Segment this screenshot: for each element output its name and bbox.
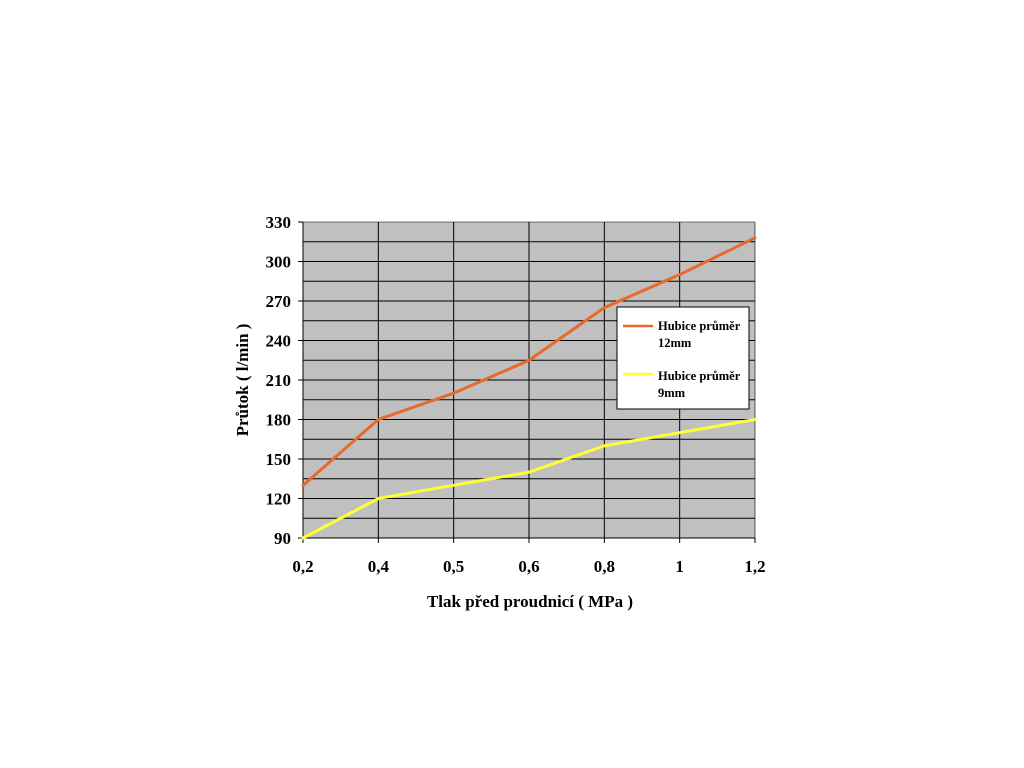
legend-label-12mm-line1: Hubice průměr — [658, 319, 741, 333]
series-line-1 — [301, 418, 757, 540]
axes — [298, 221, 756, 543]
y-tick-label: 270 — [266, 292, 292, 311]
x-tick-label: 1 — [675, 557, 684, 576]
y-tick-label: 240 — [266, 332, 292, 351]
x-tick-label: 0,6 — [518, 557, 539, 576]
y-tick-label: 330 — [266, 213, 292, 232]
legend: Hubice průměr 12mm Hubice průměr 9mm — [616, 306, 750, 410]
x-tick-label: 0,5 — [443, 557, 464, 576]
legend-label-9mm-line1: Hubice průměr — [658, 369, 741, 383]
legend-label-9mm-line2: 9mm — [658, 386, 686, 400]
y-tick-label: 120 — [266, 490, 292, 509]
series-line-0 — [301, 236, 757, 487]
y-tick-label: 150 — [266, 450, 292, 469]
y-tick-labels: 90 120 150 180 210 240 270 300 330 — [266, 213, 292, 548]
y-axis-title: Průtok ( l/min ) — [233, 324, 252, 437]
x-tick-labels: 0,2 0,4 0,5 0,6 0,8 1 1,2 — [292, 557, 765, 576]
x-tick-label: 0,2 — [292, 557, 313, 576]
y-tick-label: 90 — [274, 529, 291, 548]
x-tick-label: 0,8 — [594, 557, 615, 576]
x-tick-label: 0,4 — [368, 557, 390, 576]
y-tick-label: 210 — [266, 371, 292, 390]
x-tick-label: 1,2 — [744, 557, 765, 576]
series-lines — [301, 236, 757, 540]
legend-box — [616, 306, 750, 410]
y-tick-label: 180 — [266, 411, 292, 430]
y-tick-label: 300 — [266, 253, 292, 272]
legend-label-12mm-line2: 12mm — [658, 336, 692, 350]
x-axis-title: Tlak před proudnicí ( MPa ) — [427, 592, 633, 611]
